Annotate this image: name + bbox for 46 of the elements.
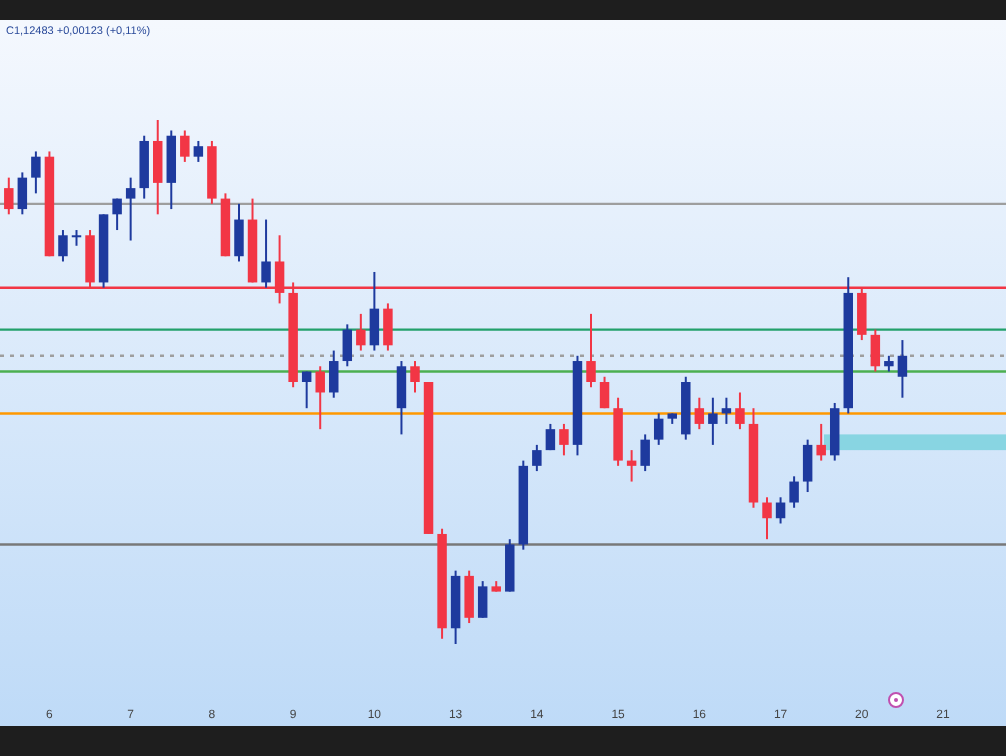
candlestick (897, 339, 908, 399)
candlestick (694, 396, 705, 431)
candlestick (139, 134, 149, 200)
candlestick (329, 349, 339, 399)
candlestick (31, 150, 41, 195)
candlestick (261, 218, 271, 289)
candlestick (829, 401, 840, 462)
candlestick (301, 370, 312, 410)
candlestick (789, 475, 799, 509)
candlestick (342, 323, 353, 368)
candlestick (599, 375, 610, 410)
candlestick (153, 119, 163, 216)
candlestick (58, 229, 68, 263)
candlestick (775, 496, 786, 525)
candlestick (383, 302, 393, 352)
candlestick (17, 171, 28, 216)
candlestick (505, 538, 515, 593)
candlestick (166, 129, 177, 211)
candlestick (193, 139, 204, 163)
candlestick (626, 449, 637, 483)
candlestick (477, 580, 488, 619)
candlestick (586, 312, 596, 389)
candlestick (532, 443, 542, 473)
candlestick (640, 433, 650, 473)
candlestick (410, 360, 420, 394)
candlestick (112, 197, 122, 232)
candlestick (396, 360, 407, 436)
candlestick (653, 412, 664, 446)
candlestick (721, 396, 732, 425)
candlestick (356, 312, 366, 352)
candlestick (870, 328, 881, 373)
candlestick (180, 129, 190, 163)
candlestick (71, 229, 82, 247)
candlestick (559, 422, 569, 457)
candlestick (125, 176, 136, 242)
candlestick (802, 438, 813, 494)
candlestick (234, 202, 244, 263)
candlestick (735, 391, 745, 431)
candlestick (762, 496, 772, 541)
candlestick (545, 422, 556, 452)
candlestick (315, 365, 325, 431)
candlestick (708, 396, 718, 446)
candlestick (369, 270, 380, 352)
candlestick (464, 569, 474, 625)
candlestick (4, 176, 14, 216)
candlestick (816, 422, 826, 462)
